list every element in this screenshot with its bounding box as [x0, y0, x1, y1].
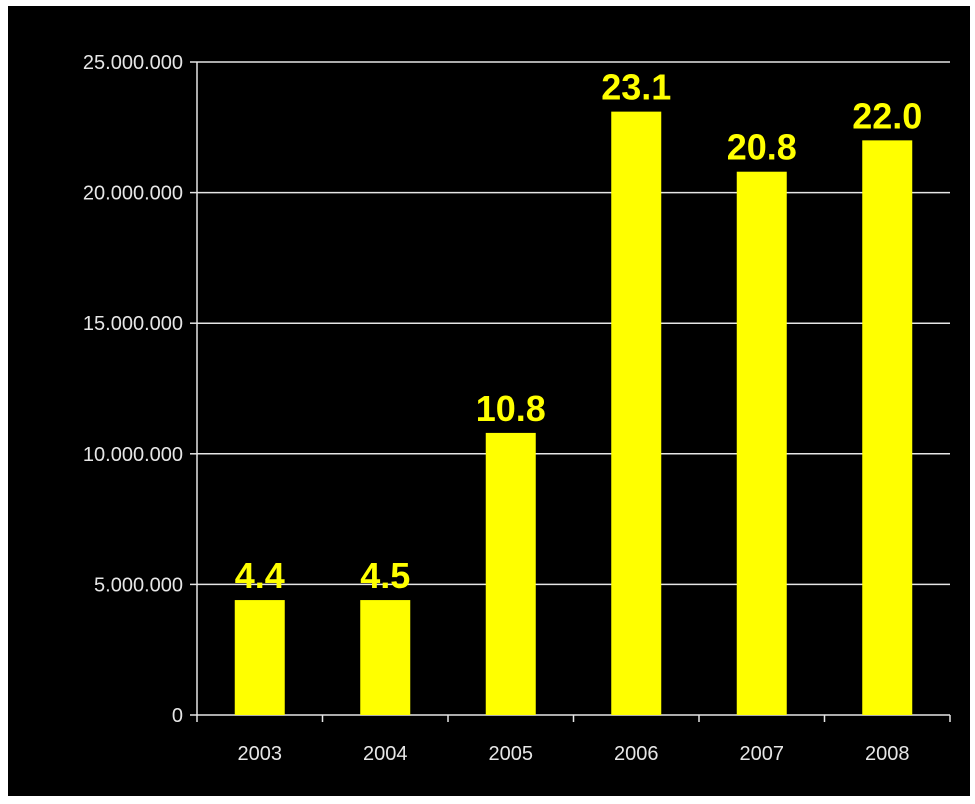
gridlines	[197, 61, 950, 586]
y-axis-tick-label: 10.000.000	[83, 444, 183, 466]
data-label-2007: 20.8	[727, 127, 797, 168]
data-label-2004: 4.5	[360, 555, 410, 596]
x-axis-tick-label-2008: 2008	[865, 743, 910, 765]
data-label-2005: 10.8	[476, 388, 546, 429]
y-axis-tick-label: 5.000.000	[94, 574, 183, 596]
data-label-2003: 4.4	[235, 555, 285, 596]
bars	[234, 111, 913, 716]
x-axis-tick-label-2007: 2007	[740, 743, 785, 765]
y-axis-tick-labels: 0 5.000.000 10.000.000 15.000.000 20.000.000…	[83, 52, 183, 727]
data-labels: 4.4 4.5 10.8 23.1 20.8 22.0	[235, 67, 923, 596]
bar-2008	[862, 140, 913, 716]
data-label-2006: 23.1	[601, 67, 671, 108]
bar-2004	[360, 600, 411, 715]
bar-2007	[736, 171, 787, 716]
data-label-2008: 22.0	[852, 95, 922, 136]
y-axis-tick-label: 20.000.000	[83, 183, 183, 205]
x-axis-tick-label-2004: 2004	[363, 743, 408, 765]
y-axis-tick-label: 15.000.000	[83, 313, 183, 335]
y-axis-tick-label: 0	[172, 705, 183, 727]
x-axis-tick-label-2003: 2003	[238, 743, 283, 765]
bar-2003	[234, 600, 285, 715]
x-axis-tick-label-2006: 2006	[614, 743, 659, 765]
x-axis-tick-label-2005: 2005	[489, 743, 534, 765]
bar-2006	[611, 111, 662, 716]
bar-2005	[485, 432, 536, 715]
y-axis-tick-label: 25.000.000	[83, 52, 183, 74]
axes	[190, 61, 951, 722]
x-axis-tick-labels: 2003 2004 2005 2006 2007 2008	[238, 743, 910, 765]
